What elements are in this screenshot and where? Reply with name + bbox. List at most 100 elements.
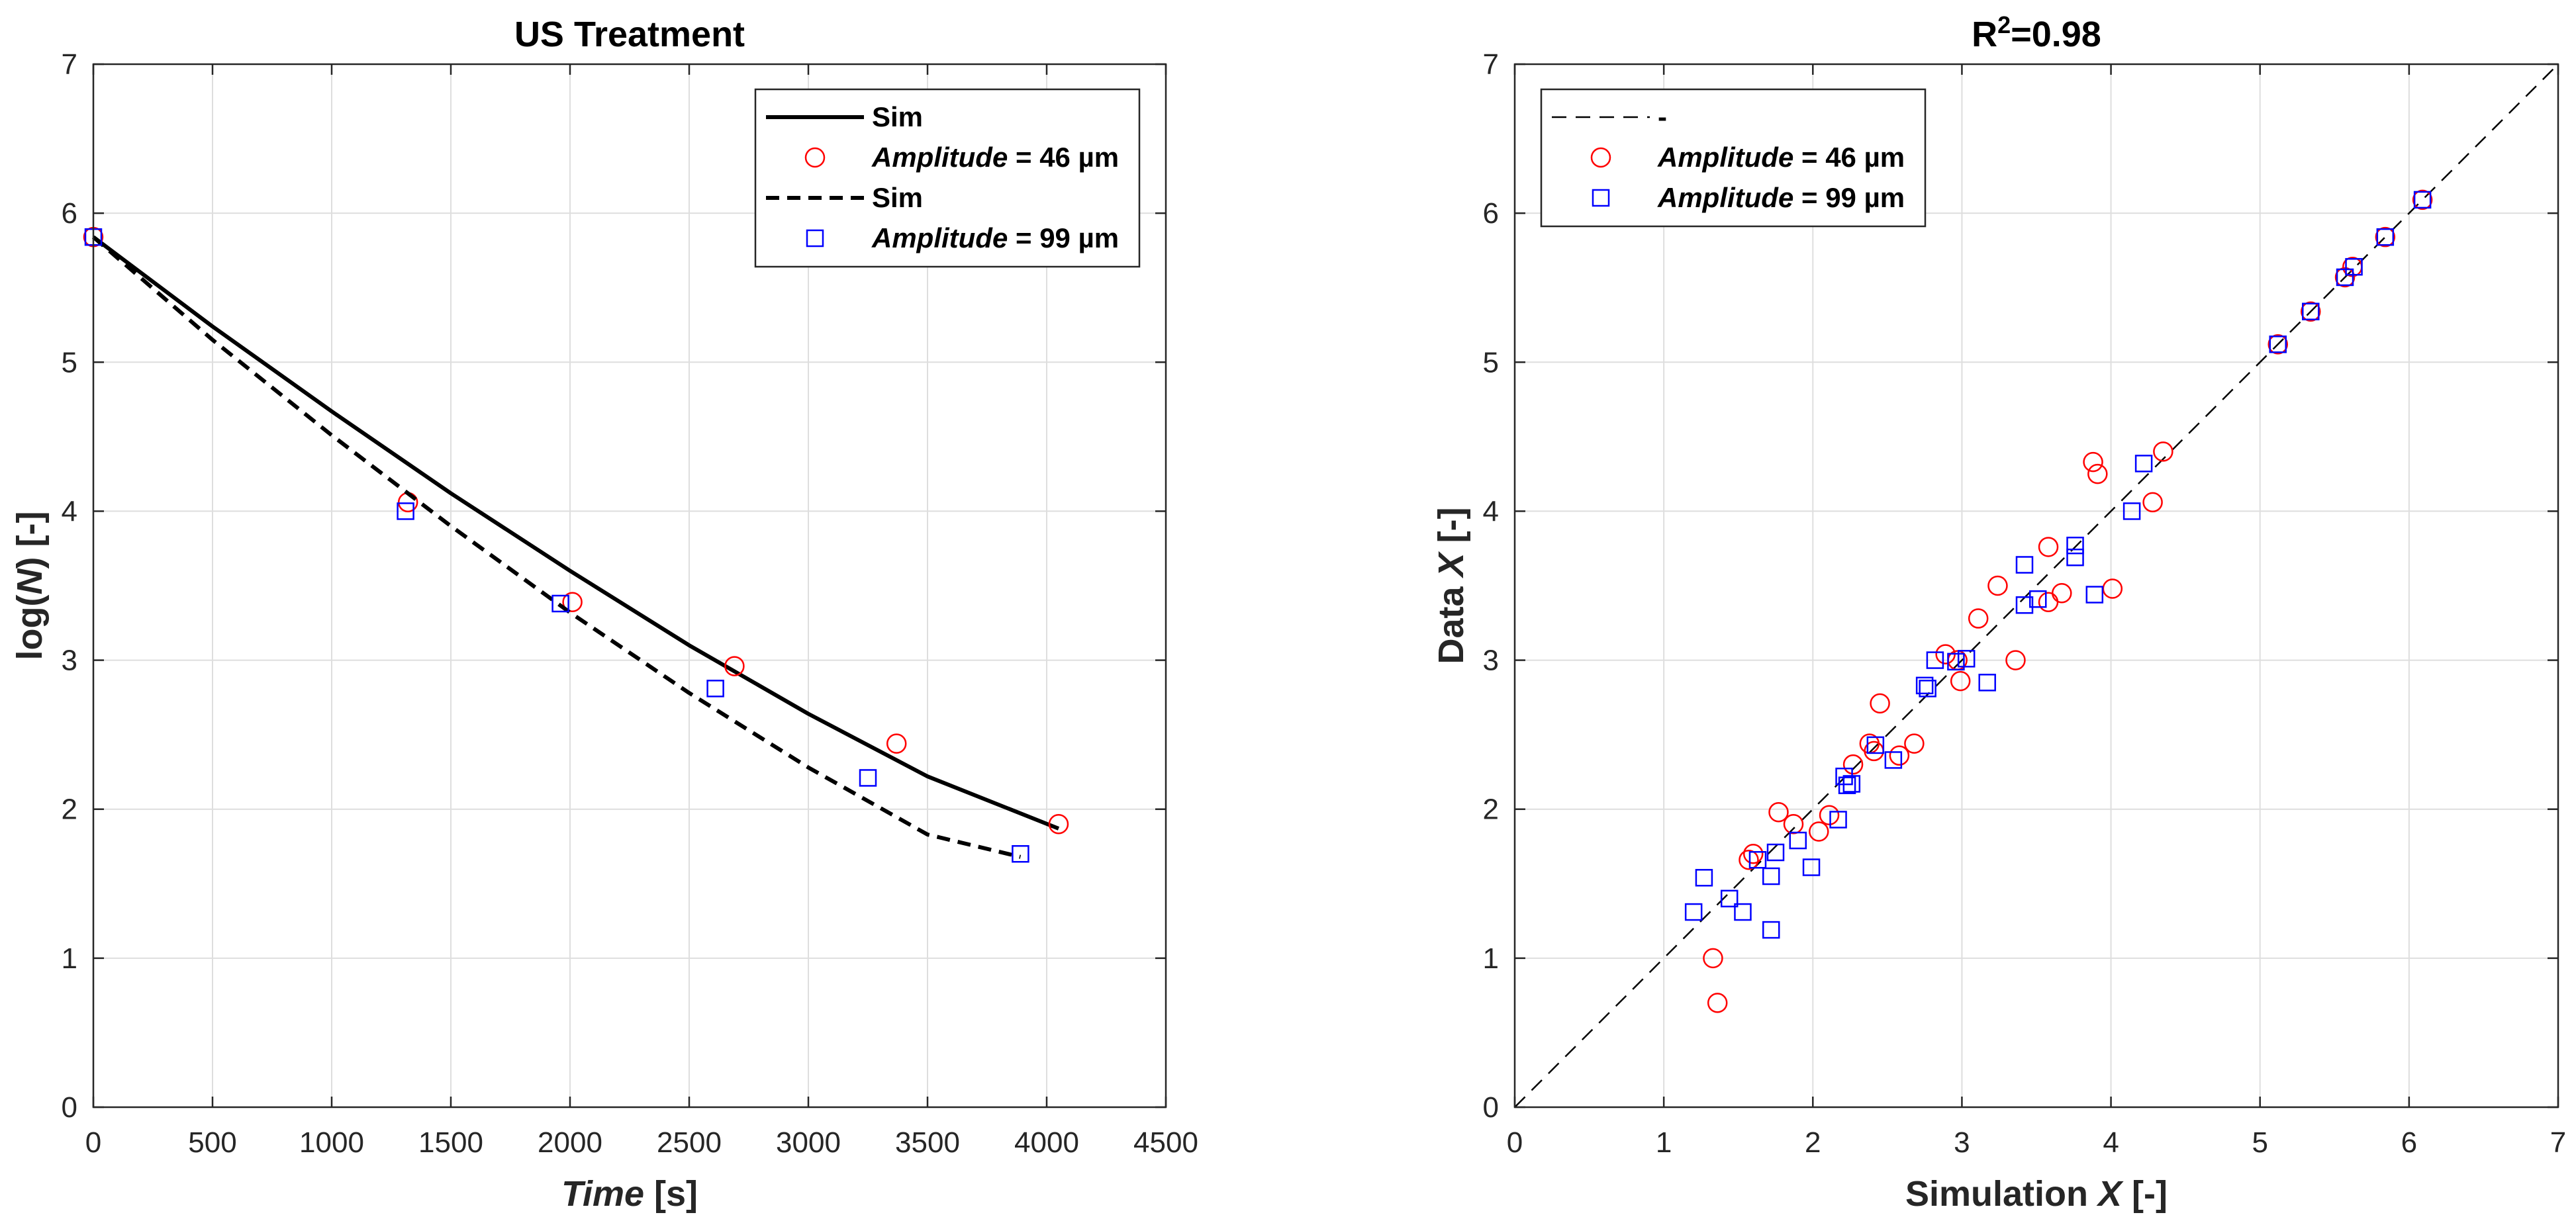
axes-box [1513,63,2559,1109]
data-point-circle [2153,441,2173,462]
y-tick-label: 0 [1483,1091,1499,1124]
axis-ticks: 0 1 2 3 4 5 6 7 0 1 2 3 4 5 6 7 [1483,48,2567,1159]
y-tick-label: 6 [62,197,77,230]
data-point-circle [562,592,583,613]
y-tick-label: 7 [62,48,77,81]
y-tick-label: 1 [1483,942,1499,975]
data-point-square [2413,191,2432,209]
x-tick-label: 2000 [538,1126,602,1159]
legend-label: Sim [872,182,923,213]
data-point-circle [1842,754,1864,775]
data-point-square [1866,736,1885,754]
data-point-square [859,769,877,787]
data-point-square [1734,903,1752,921]
data-point-square [397,502,414,520]
x-tick-label: 4000 [1014,1126,1079,1159]
x-tick-label: 2500 [657,1126,722,1159]
legend-marker-circle [804,147,826,168]
legend-label: Amplitude = 99 µm [871,222,1119,253]
x-tick-label: 6 [2401,1126,2417,1159]
x-axis-label: Simulation X [-] [1905,1174,2168,1214]
right-chart-parity: 0 1 2 3 4 5 6 7 0 1 2 3 4 5 6 7 R2=0.98 Simulation X [-] D… [1431,11,2566,1214]
data-point-square [2085,586,2104,604]
legend-label: - [1658,101,1667,132]
data-point-square [706,680,724,698]
data-point-circle [1048,813,1069,835]
data-point-square [2302,302,2320,320]
data-point-circle [1889,745,1910,766]
chart-title: US Treatment [514,15,745,54]
data-point-square [2015,556,2034,574]
data-point-circle [2267,334,2288,355]
data-point-circle [1968,608,1989,629]
y-tick-label: 3 [62,645,77,677]
y-axis-label: log(N) [-] [10,512,50,660]
legend-marker-square [1592,189,1610,207]
data-point-square [2123,502,2141,520]
data-point-square [1947,653,1965,671]
x-tick-label: 5 [2252,1126,2267,1159]
data-point-circle [2038,592,2059,613]
data-point-square [2376,228,2395,246]
data-point-circle [1768,801,1789,823]
x-tick-label: 1 [1656,1126,1672,1159]
series [83,226,1069,863]
x-tick-label: 2 [1805,1126,1821,1159]
data-point-square [1762,921,1780,939]
data-point-circle [1987,575,2008,596]
data-point-square [2066,536,2084,555]
legend-marker-circle [1590,147,1611,168]
series-line-0 [1514,64,2559,1108]
data-point-square [2269,336,2287,353]
data-point-circle [2038,537,2059,557]
x-tick-label: 1500 [418,1126,483,1159]
data-point-circle [2087,463,2108,484]
y-tick-label: 1 [62,942,77,975]
x-tick-label: 0 [85,1126,101,1159]
x-tick-label: 4 [2103,1126,2119,1159]
y-tick-label: 2 [1483,793,1499,826]
data-point-circle [886,733,907,754]
data-point-square [1720,889,1739,908]
data-point-circle [1870,693,1890,714]
data-point-circle [1707,993,1728,1013]
data-point-square [1684,903,1703,921]
y-axis-label: Data X [-] [1431,507,1471,664]
data-point-square [1748,851,1767,869]
data-point-square [2066,548,2084,566]
data-point-circle [2375,226,2396,248]
series [1514,64,2559,1108]
y-tick-label: 7 [1483,48,1499,81]
legend-label: Sim [872,101,923,132]
y-tick-label: 5 [1483,346,1499,379]
data-point-square [2134,455,2153,473]
data-point-square [551,594,569,613]
data-point-square [2029,590,2047,608]
data-point-circle [1904,733,1925,754]
data-point-circle [2334,267,2356,288]
data-point-circle [1703,948,1723,969]
legend-marker-square [806,229,824,248]
axes-box [92,63,1167,1109]
axis-ticks: 0 500 1000 1500 2000 2500 3000 3500 4000 4500 0 1 2 3… [62,48,1198,1159]
legend-box [1540,88,1927,228]
data-point-square [1835,767,1853,786]
y-tick-label: 6 [1483,197,1499,230]
data-point-square [1012,845,1029,863]
y-tick-label: 2 [62,793,77,826]
data-point-circle [1950,670,1971,692]
x-tick-label: 0 [1507,1126,1523,1159]
y-tick-label: 3 [1483,645,1499,677]
data-point-square [1802,858,1821,876]
data-point-circle [2005,650,2026,670]
legend-label: Amplitude = 46 µm [871,142,1119,173]
legend: - Amplitude = 46 µm Amplitude = 99 µm [1540,88,1927,228]
x-axis-label: Time [s] [561,1174,698,1214]
data-point-square [1695,869,1713,887]
x-tick-label: 3 [1954,1126,1970,1159]
y-tick-label: 4 [62,495,77,527]
data-point-square [1957,650,1976,668]
x-tick-label: 7 [2550,1126,2566,1159]
data-point-square [2336,268,2354,287]
legend-label: Amplitude = 46 µm [1657,142,1905,173]
